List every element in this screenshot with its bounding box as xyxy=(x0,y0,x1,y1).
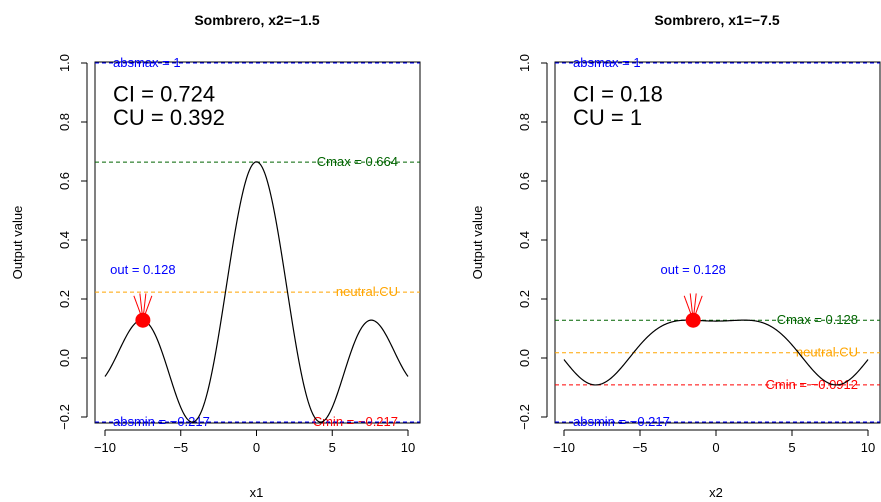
ci-text: CI = 0.18 xyxy=(573,81,663,106)
y-tick-label: 0.2 xyxy=(57,290,72,308)
reference-line-label: absmax = 1 xyxy=(573,55,641,70)
y-tick-label: 0.6 xyxy=(517,172,532,190)
x-axis-label: x1 xyxy=(250,485,264,500)
y-tick-label: 0.8 xyxy=(517,113,532,131)
x-tick-label: 5 xyxy=(788,440,795,455)
x-tick-label: 10 xyxy=(861,440,875,455)
ci-text: CI = 0.724 xyxy=(113,81,215,106)
reference-line-label: Cmax = 0.128 xyxy=(777,312,858,327)
y-tick-label: 0.4 xyxy=(517,231,532,249)
output-point xyxy=(135,312,151,328)
y-tick-label: 0.0 xyxy=(57,349,72,367)
reference-line-label: neutral.CU xyxy=(336,284,398,299)
cu-text: CU = 0.392 xyxy=(113,105,225,130)
y-tick-label: 0.4 xyxy=(57,231,72,249)
y-tick-label: 1.0 xyxy=(517,54,532,72)
y-tick-label: 0.2 xyxy=(517,290,532,308)
cu-text: CU = 1 xyxy=(573,105,642,130)
y-axis-label: Output value xyxy=(10,206,25,280)
y-tick-label: −0.2 xyxy=(517,404,532,430)
output-point xyxy=(685,312,701,328)
reference-line-label: Cmin = −0.0912 xyxy=(765,377,858,392)
plot-frame xyxy=(94,61,421,424)
x-tick-label: −10 xyxy=(94,440,116,455)
x-tick-label: −10 xyxy=(553,440,575,455)
x-tick-label: −5 xyxy=(173,440,188,455)
out-label: out = 0.128 xyxy=(660,262,725,277)
x-tick-label: 10 xyxy=(401,440,415,455)
y-tick-label: 0.0 xyxy=(517,349,532,367)
reference-line-label: absmin = −0.217 xyxy=(573,414,670,429)
y-tick-label: −0.2 xyxy=(57,404,72,430)
chart-panel-1: Sombrero, x2=−1.5 −10 −5 0 5 10 x1 −0.2 0.0 0.2 0.… xyxy=(10,12,421,500)
chart-title: Sombrero, x2=−1.5 xyxy=(194,12,320,28)
chart-panel-2: Sombrero, x1=−7.5 −10 −5 0 5 10 x2 −0.2 0.0 0.2 0.… xyxy=(470,12,881,500)
y-tick-label: 0.8 xyxy=(57,113,72,131)
reference-line-label: neutral.CU xyxy=(796,345,858,360)
plot-frame xyxy=(554,61,881,424)
sombrero-curve xyxy=(104,161,409,423)
chart-title: Sombrero, x1=−7.5 xyxy=(654,12,780,28)
x-tick-label: −5 xyxy=(633,440,648,455)
x-tick-label: 5 xyxy=(329,440,336,455)
y-tick-label: 1.0 xyxy=(57,54,72,72)
y-tick-label: 0.6 xyxy=(57,172,72,190)
x-tick-label: 0 xyxy=(712,440,719,455)
reference-line-label: Cmax = 0.664 xyxy=(317,154,398,169)
reference-line-label: absmax = 1 xyxy=(113,55,181,70)
y-axis-label: Output value xyxy=(470,206,485,280)
x-axis-label: x2 xyxy=(709,485,723,500)
x-tick-label: 0 xyxy=(253,440,260,455)
sombrero-curve xyxy=(563,319,869,386)
out-label: out = 0.128 xyxy=(110,262,175,277)
